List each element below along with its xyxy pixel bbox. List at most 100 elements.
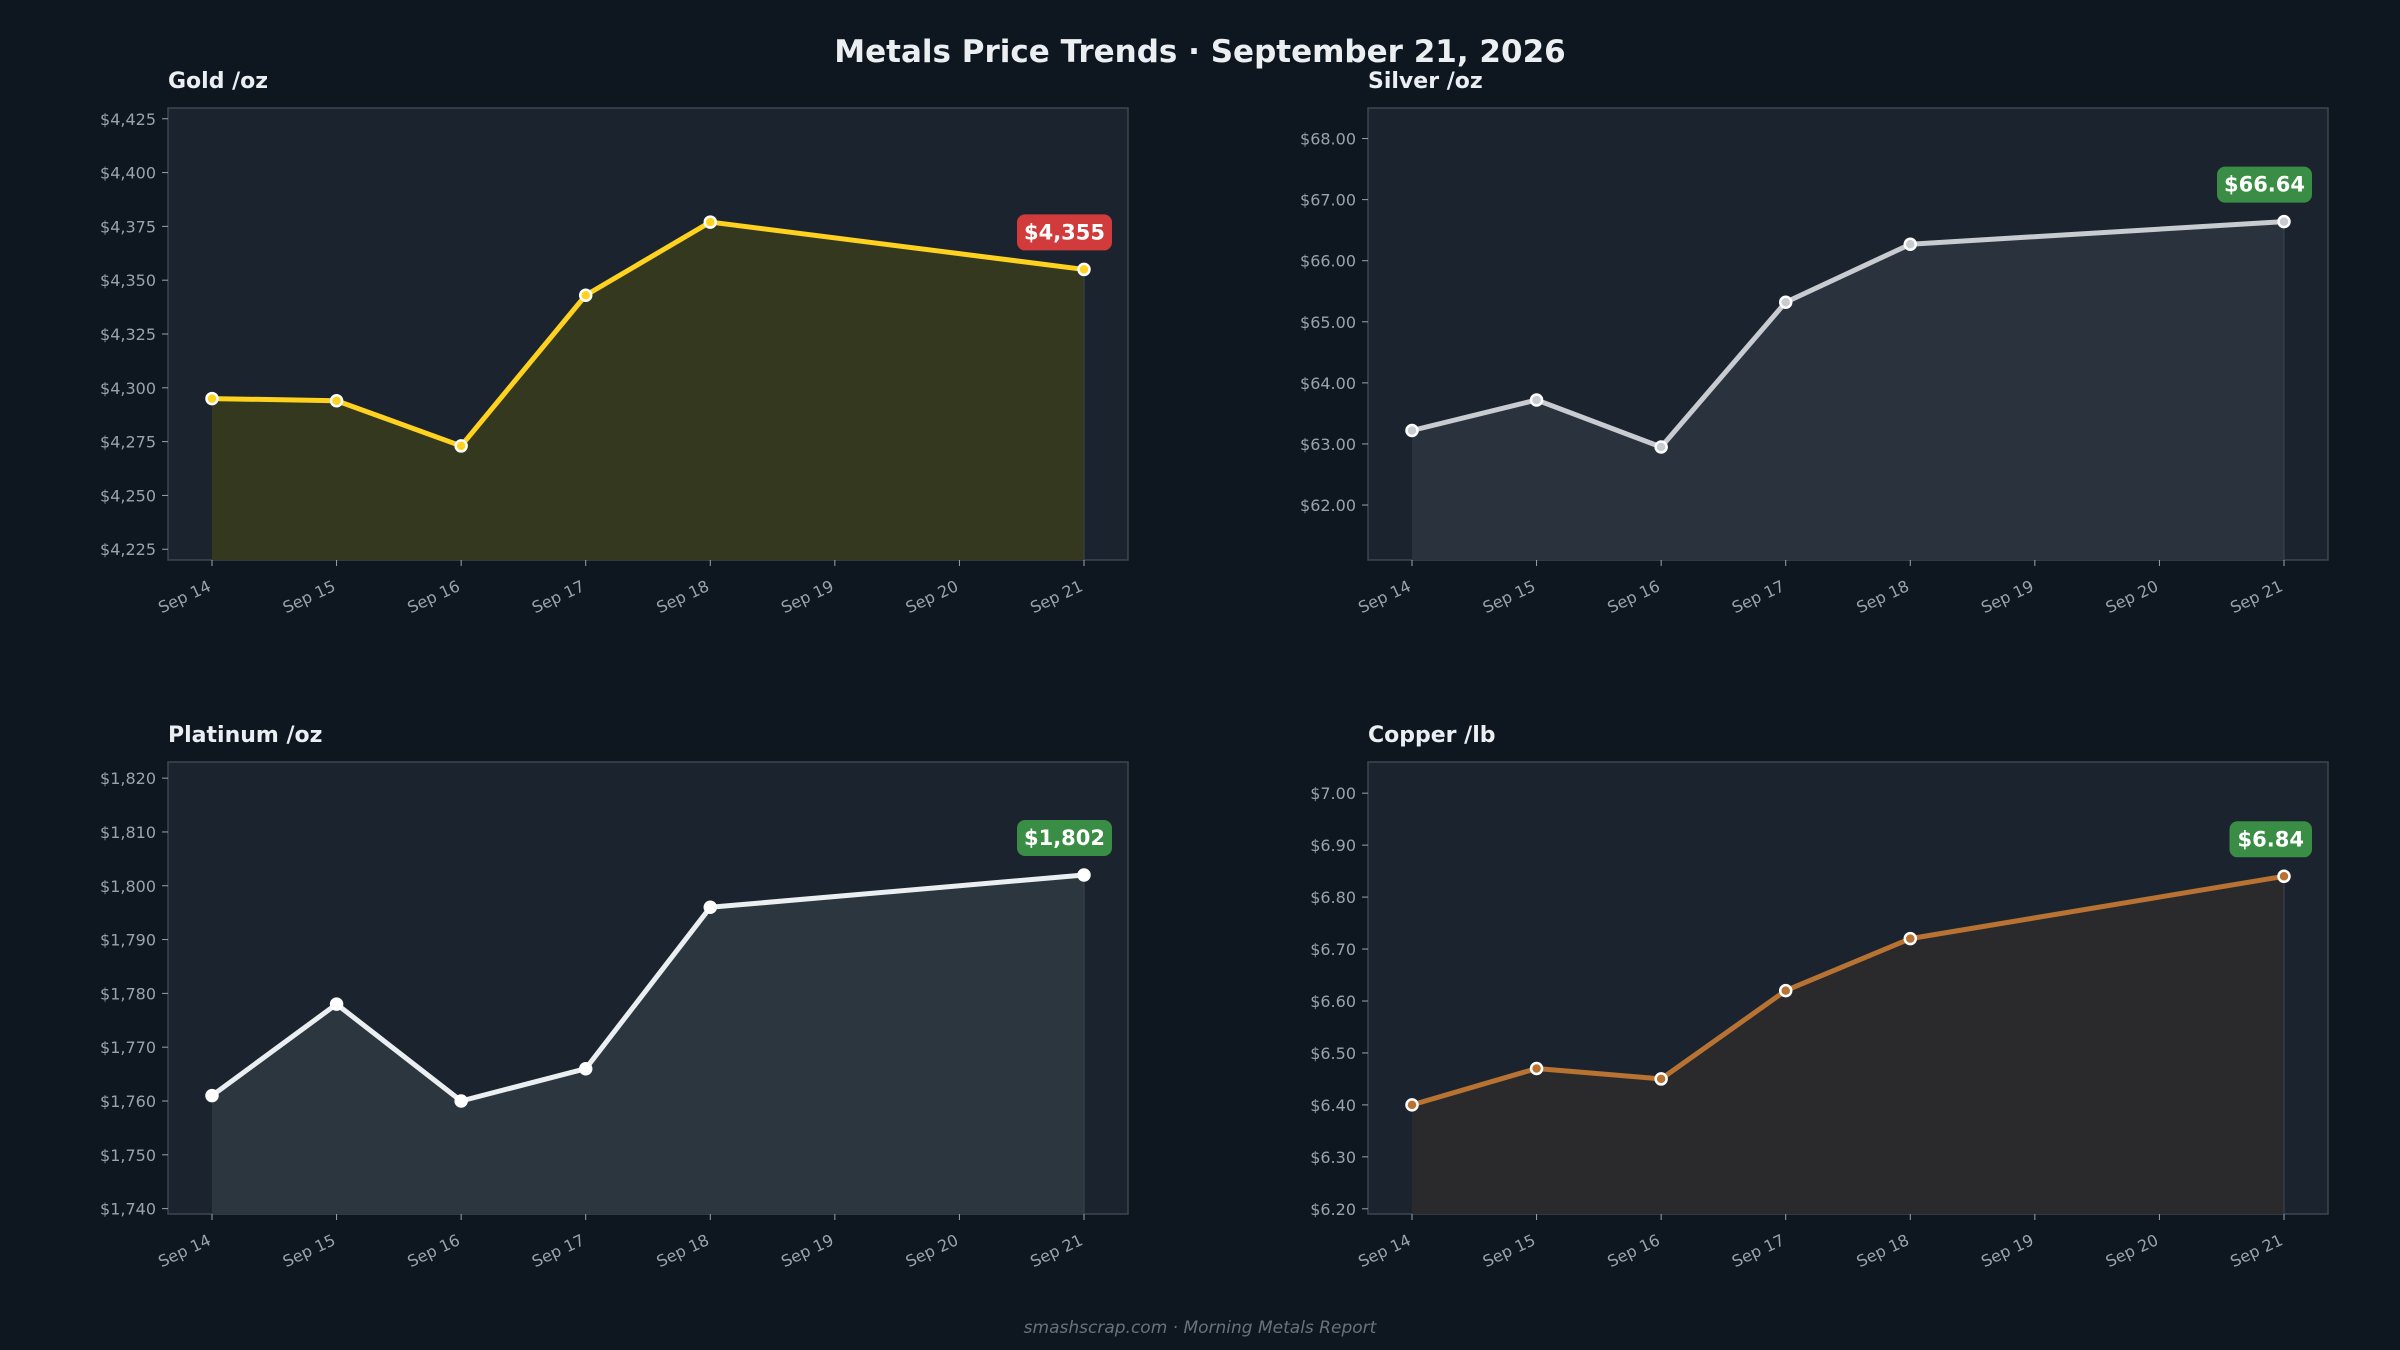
chart-0: Gold /oz $4,225 $4,250 $4,275 $4,300 $4,325 $4… xyxy=(100,69,1129,617)
copper-ytick-label: $6.40 xyxy=(1310,1096,1356,1115)
platinum-data-point xyxy=(329,997,344,1011)
copper-ytick-label: $6.80 xyxy=(1310,888,1356,907)
gold-xtick-label: Sep 16 xyxy=(404,576,462,617)
silver-series-line xyxy=(1409,219,2287,450)
copper-data-point xyxy=(1405,1098,1419,1112)
platinum-data-point xyxy=(578,1061,593,1076)
platinum-xtick-label: Sep 14 xyxy=(155,1230,213,1271)
gold-ytick-label: $4,350 xyxy=(100,271,156,290)
platinum-xtick-label: Sep 16 xyxy=(404,1230,462,1271)
platinum-chart-title: Platinum /oz xyxy=(168,723,322,748)
silver-xtick-label: Sep 18 xyxy=(1854,576,1912,617)
silver-data-point xyxy=(1778,295,1793,309)
copper-ytick-label: $6.70 xyxy=(1310,940,1356,959)
gold-ytick-label: $4,325 xyxy=(100,325,156,344)
copper-ytick-label: $6.30 xyxy=(1310,1148,1356,1167)
gold-xtick-label: Sep 20 xyxy=(903,576,961,617)
platinum-ytick-label: $1,780 xyxy=(100,984,156,1003)
gold-series-line xyxy=(209,219,1087,449)
silver-ytick-label: $67.00 xyxy=(1300,191,1356,210)
copper-last-value-label: $6.84 xyxy=(2238,827,2304,851)
gold-data-point xyxy=(329,393,344,408)
chart-1: Silver /oz $62.00 $63.00 $64.00 $65.00 $66.00… xyxy=(1300,69,2329,617)
platinum-ytick-label: $1,790 xyxy=(100,931,156,950)
platinum-xtick-label: Sep 15 xyxy=(280,1230,338,1271)
platinum-ytick-label: $1,740 xyxy=(100,1200,156,1219)
copper-xtick-label: Sep 15 xyxy=(1480,1230,1538,1271)
copper-series-line xyxy=(1409,873,2287,1108)
copper-xtick-label: Sep 16 xyxy=(1604,1230,1662,1271)
silver-last-value-label: $66.64 xyxy=(2224,173,2305,197)
copper-chart-title: Copper /lb xyxy=(1368,723,1496,748)
silver-xtick-label: Sep 16 xyxy=(1604,576,1662,617)
silver-ytick-label: $64.00 xyxy=(1300,374,1356,393)
chart-2: Platinum /oz $1,740 $1,750 $1,760 $1,770 $1,7… xyxy=(100,723,1129,1271)
gold-area-fill xyxy=(212,222,1084,561)
platinum-last-value-badge xyxy=(1017,820,1112,856)
platinum-data-point xyxy=(205,1088,219,1103)
silver-chart-title: Silver /oz xyxy=(1368,69,1483,94)
copper-data-point xyxy=(2277,869,2291,884)
silver-ytick-label: $62.00 xyxy=(1300,496,1356,515)
copper-ytick-label: $6.90 xyxy=(1310,836,1356,855)
gold-data-point xyxy=(578,288,593,303)
copper-ytick-label: $6.20 xyxy=(1310,1200,1356,1219)
copper-xtick-label: Sep 17 xyxy=(1729,1230,1787,1271)
platinum-ytick-label: $1,810 xyxy=(100,823,156,842)
platinum-ytick-label: $1,770 xyxy=(100,1038,156,1057)
gold-xtick-label: Sep 14 xyxy=(155,576,213,617)
platinum-area-fill xyxy=(212,875,1084,1214)
gold-last-value-badge xyxy=(1017,214,1112,251)
gold-ytick-label: $4,375 xyxy=(100,217,156,236)
silver-xtick-label: Sep 19 xyxy=(1978,576,2036,617)
silver-xtick-label: Sep 17 xyxy=(1729,576,1787,617)
platinum-data-point xyxy=(703,900,718,915)
platinum-ytick-label: $1,760 xyxy=(100,1092,156,1111)
gold-xtick-label: Sep 15 xyxy=(280,576,338,617)
platinum-xtick-label: Sep 17 xyxy=(529,1230,587,1271)
platinum-xtick-label: Sep 18 xyxy=(654,1230,712,1271)
copper-ytick-label: $7.00 xyxy=(1310,784,1356,803)
gold-data-point xyxy=(205,391,219,406)
silver-xtick-label: Sep 15 xyxy=(1480,576,1538,617)
platinum-xtick-label: Sep 20 xyxy=(903,1230,961,1271)
copper-data-point xyxy=(1778,983,1793,998)
silver-xtick-label: Sep 21 xyxy=(2227,576,2285,617)
platinum-xtick-label: Sep 19 xyxy=(778,1230,836,1271)
copper-area-fill xyxy=(1412,876,2284,1214)
copper-ytick-label: $6.60 xyxy=(1310,992,1356,1011)
silver-ytick-label: $65.00 xyxy=(1300,313,1356,332)
gold-xtick-label: Sep 21 xyxy=(1027,576,1085,617)
page-title: Metals Price Trends · September 21, 2026 xyxy=(834,34,1566,70)
copper-xtick-label: Sep 18 xyxy=(1854,1230,1912,1271)
platinum-data-point xyxy=(454,1094,468,1108)
silver-data-point xyxy=(1903,237,1918,251)
silver-ytick-label: $63.00 xyxy=(1300,435,1356,454)
gold-ytick-label: $4,400 xyxy=(100,164,156,183)
copper-xtick-label: Sep 14 xyxy=(1355,1230,1413,1271)
platinum-series-line xyxy=(209,872,1087,1104)
gold-ytick-label: $4,225 xyxy=(100,540,156,559)
gold-xtick-label: Sep 18 xyxy=(654,576,712,617)
gold-ytick-label: $4,250 xyxy=(100,486,156,505)
silver-xtick-label: Sep 20 xyxy=(2103,576,2161,617)
footer-credit: smashscrap.com · Morning Metals Report xyxy=(1023,1318,1377,1338)
copper-xtick-label: Sep 20 xyxy=(2103,1230,2161,1271)
platinum-ytick-label: $1,750 xyxy=(100,1146,156,1165)
silver-data-point xyxy=(2277,214,2291,229)
copper-ytick-label: $6.50 xyxy=(1310,1044,1356,1063)
copper-data-point xyxy=(1529,1061,1544,1076)
silver-data-point xyxy=(1654,440,1668,454)
gold-last-value-label: $4,355 xyxy=(1024,220,1105,244)
gold-chart-title: Gold /oz xyxy=(168,69,268,94)
copper-xtick-label: Sep 19 xyxy=(1978,1230,2036,1271)
chart-3: Copper /lb $6.20 $6.30 $6.40 $6.50 $6.60 $6.70… xyxy=(1310,723,2329,1271)
silver-data-point xyxy=(1405,423,1419,438)
platinum-ytick-label: $1,800 xyxy=(100,877,156,896)
copper-xtick-label: Sep 21 xyxy=(2227,1230,2285,1271)
copper-data-point xyxy=(1903,931,1918,946)
copper-data-point xyxy=(1654,1072,1668,1086)
copper-last-value-badge xyxy=(2229,821,2312,858)
silver-ytick-label: $66.00 xyxy=(1300,252,1356,271)
